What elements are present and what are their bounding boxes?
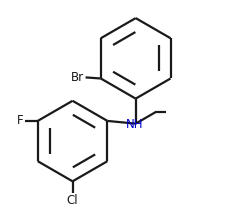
- Text: Cl: Cl: [66, 194, 78, 207]
- Text: Br: Br: [71, 71, 84, 84]
- Text: NH: NH: [125, 118, 143, 131]
- Text: F: F: [17, 114, 23, 127]
